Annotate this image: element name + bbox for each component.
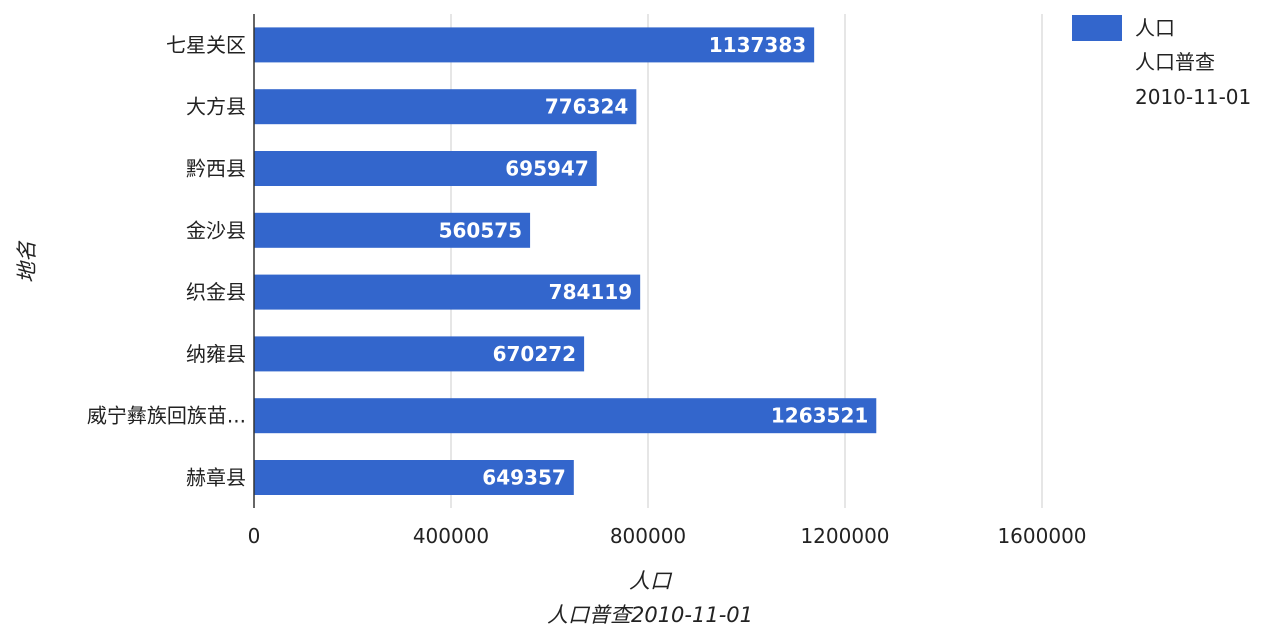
category-label: 金沙县 <box>186 218 246 242</box>
x-axis-title-line-2: 人口普查2010-11-01 <box>547 603 753 627</box>
bar-data-label: 695947 <box>505 157 589 181</box>
bar-data-label: 1263521 <box>771 404 868 428</box>
bar <box>254 212 531 248</box>
category-label: 威宁彝族回族苗... <box>87 404 246 428</box>
bar <box>254 274 641 310</box>
category-label: 大方县 <box>186 95 246 119</box>
bar-data-label: 776324 <box>545 95 629 119</box>
grid-lines <box>450 14 1043 508</box>
legend-label-line-3: 2010-11-01 <box>1135 85 1251 109</box>
bar-data-label: 670272 <box>493 342 577 366</box>
bar <box>254 336 585 372</box>
bar-data-label: 784119 <box>549 280 633 304</box>
category-label: 七星关区 <box>166 33 246 57</box>
bar <box>254 89 637 125</box>
legend: 人口 人口普查 2010-11-01 <box>1072 15 1251 109</box>
bar <box>254 460 574 495</box>
category-label: 纳雍县 <box>186 342 246 366</box>
bar <box>254 151 597 186</box>
legend-label-line-2: 人口普查 <box>1135 50 1215 74</box>
category-label: 赫章县 <box>186 466 246 490</box>
x-tick-label: 400000 <box>413 524 489 548</box>
x-axis-title-line-1: 人口 <box>629 569 673 593</box>
category-label: 黔西县 <box>186 157 246 181</box>
x-tick-label: 1600000 <box>997 524 1086 548</box>
bar-data-label: 560575 <box>439 218 523 242</box>
y-axis-title: 地名 <box>15 240 39 283</box>
bar <box>254 27 815 63</box>
bar <box>254 398 877 434</box>
category-label: 织金县 <box>186 280 246 304</box>
bars-group: 1137383 776324 695947 560575 784119 670272 126… <box>254 27 877 495</box>
legend-label-line-1: 人口 <box>1135 16 1175 40</box>
x-tick-label: 0 <box>248 524 261 548</box>
x-tick-labels: 0 400000 800000 1200000 1600000 <box>248 524 1087 548</box>
x-tick-label: 800000 <box>610 524 686 548</box>
bar-data-label: 649357 <box>482 466 566 490</box>
bar-data-label: 1137383 <box>709 33 806 57</box>
x-tick-label: 1200000 <box>800 524 889 548</box>
legend-swatch <box>1072 15 1122 41</box>
